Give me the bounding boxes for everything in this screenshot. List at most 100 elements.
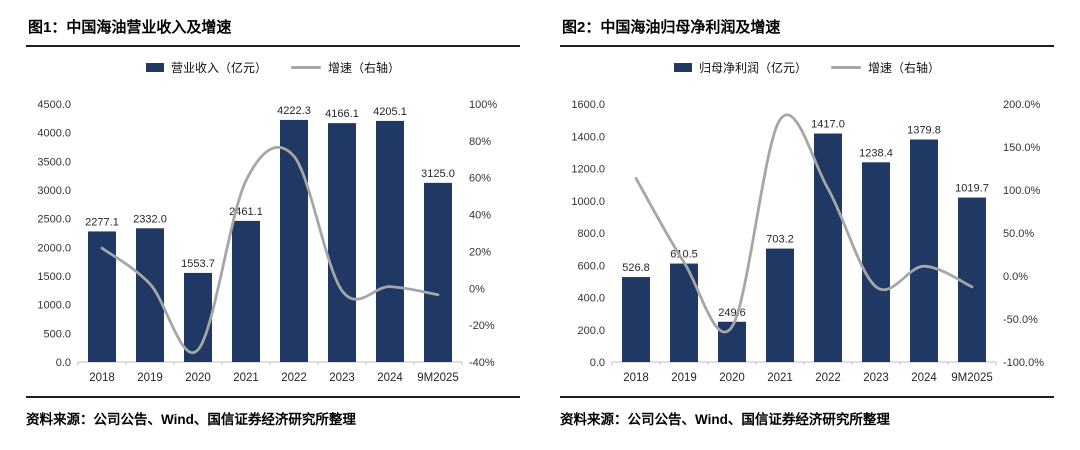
axis-tick-label: 2500.0	[37, 214, 71, 226]
bar-value-label: 249.6	[718, 307, 746, 319]
chart-legend: 营业收入（亿元） 增速（右轴）	[26, 59, 520, 76]
axis-tick-label: 1600.0	[571, 99, 605, 111]
x-axis-label: 2024	[911, 372, 937, 384]
axis-tick-label: 4500.0	[37, 99, 71, 111]
line-series-swatch-icon	[291, 66, 321, 69]
bar-value-label: 4205.1	[373, 106, 407, 118]
axis-tick-label: 100.0%	[1003, 185, 1041, 197]
x-axis-label: 2024	[377, 372, 403, 384]
figure-title-revenue: 图1：中国海油营业收入及增速	[26, 14, 520, 47]
bar	[376, 120, 404, 363]
figure-panel-net-profit: 图2：中国海油归母净利润及增速 归母净利润（亿元） 增速（右轴） 1600.0 1…	[560, 14, 1054, 428]
bar-value-label: 526.8	[622, 262, 650, 274]
axis-tick-label: 100%	[469, 99, 497, 111]
legend-item-bar-series: 归母净利润（亿元）	[673, 59, 807, 76]
x-axis-label: 2022	[815, 372, 841, 384]
bar-series-swatch-icon	[673, 63, 692, 72]
report-figures: 图1：中国海油营业收入及增速 营业收入（亿元） 增速（右轴） 4500.0 400…	[26, 14, 1054, 428]
bar	[88, 231, 116, 362]
x-axis-label: 9M2025	[951, 372, 993, 384]
axis-tick-label: 1000.0	[37, 300, 71, 312]
bar-value-label: 1019.7	[955, 183, 989, 195]
line-series-swatch-icon	[831, 66, 861, 69]
bar	[910, 139, 938, 362]
bar-value-label: 1417.0	[811, 119, 845, 131]
axis-tick-label: 1200.0	[571, 164, 605, 176]
bar-series-swatch-icon	[145, 63, 164, 72]
legend-item-bar-series: 营业收入（亿元）	[145, 59, 267, 76]
net-profit-growth-chart: 1600.0 1400.0 1200.0 1000.0 800.0 600.0 400.0 2…	[571, 99, 1044, 384]
bar	[232, 220, 260, 362]
x-axis-label: 2022	[281, 372, 307, 384]
axis-tick-label: 0%	[469, 283, 485, 295]
x-axis-label: 9M2025	[417, 372, 459, 384]
bar-value-label: 2332.0	[133, 213, 167, 225]
x-axis-label: 2019	[671, 372, 697, 384]
figure-title-net-profit: 图2：中国海油归母净利润及增速	[560, 14, 1054, 47]
bar	[622, 277, 650, 362]
axis-tick-label: 200.0%	[1003, 99, 1041, 111]
bar-value-label: 3125.0	[421, 168, 455, 180]
bar	[958, 197, 986, 362]
legend-label-bar-series: 营业收入（亿元）	[170, 61, 267, 75]
legend-label-bar-series: 归母净利润（亿元）	[698, 61, 807, 75]
x-axis-label: 2020	[185, 372, 211, 384]
axis-tick-label: 600.0	[577, 260, 605, 272]
axis-tick-label: 1500.0	[37, 271, 71, 283]
x-axis-label: 2021	[767, 372, 793, 384]
axis-tick-label: 800.0	[577, 228, 605, 240]
bar	[280, 119, 308, 362]
legend-item-line-series: 增速（右轴）	[291, 59, 400, 76]
axis-tick-label: 20%	[469, 246, 491, 258]
axis-tick-label: 80%	[469, 136, 491, 148]
axis-tick-label: -20%	[469, 320, 495, 332]
bar	[424, 182, 452, 362]
bar-value-label: 1379.8	[907, 125, 941, 137]
axis-tick-label: -40%	[469, 357, 495, 369]
bar	[766, 248, 794, 362]
bar	[328, 123, 356, 362]
axis-tick-label: 3500.0	[37, 156, 71, 168]
x-axis-label: 2018	[89, 372, 115, 384]
axis-tick-label: -50.0%	[1003, 314, 1038, 326]
bar-value-label: 2277.1	[85, 216, 119, 228]
bar-value-label: 610.5	[670, 249, 698, 261]
axis-tick-label: 0.0	[56, 357, 71, 369]
source-note: 资料来源：公司公告、Wind、国信证券经济研究所整理	[560, 396, 1054, 428]
axis-tick-label: 50.0%	[1003, 228, 1034, 240]
axis-tick-label: 150.0%	[1003, 142, 1041, 154]
bar-value-label: 4222.3	[277, 105, 311, 117]
legend-label-line-series: 增速（右轴）	[328, 61, 401, 75]
source-note: 资料来源：公司公告、Wind、国信证券经济研究所整理	[26, 396, 520, 428]
bar-value-label: 4166.1	[325, 108, 359, 120]
axis-tick-label: 1000.0	[571, 196, 605, 208]
x-axis-label: 2023	[329, 372, 355, 384]
x-axis-label: 2019	[137, 372, 163, 384]
axis-tick-label: 0.0%	[1003, 271, 1028, 283]
axis-tick-label: 3000.0	[37, 185, 71, 197]
x-axis-label: 2023	[863, 372, 889, 384]
bar-value-label: 1238.4	[859, 147, 893, 159]
x-axis-label: 2021	[233, 372, 259, 384]
axis-tick-label: 40%	[469, 210, 491, 222]
bar	[136, 228, 164, 362]
x-axis-label: 2018	[623, 372, 649, 384]
axis-tick-label: 0.0	[590, 357, 605, 369]
legend-label-line-series: 增速（右轴）	[868, 61, 941, 75]
bar-value-label: 703.2	[766, 234, 794, 246]
axis-tick-label: 400.0	[577, 293, 605, 305]
revenue-growth-chart: 4500.0 4000.0 3500.0 3000.0 2500.0 2000.0 1500…	[37, 99, 497, 384]
growth-line	[100, 145, 440, 354]
axis-tick-label: -100.0%	[1003, 357, 1044, 369]
axis-tick-label: 4000.0	[37, 128, 71, 140]
axis-tick-label: 500.0	[43, 328, 71, 340]
bar	[862, 162, 890, 362]
figure-panel-revenue: 图1：中国海油营业收入及增速 营业收入（亿元） 增速（右轴） 4500.0 400…	[26, 14, 520, 428]
bar	[184, 272, 212, 362]
chart-legend: 归母净利润（亿元） 增速（右轴）	[560, 59, 1054, 76]
axis-tick-label: 200.0	[577, 325, 605, 337]
axis-tick-label: 2000.0	[37, 242, 71, 254]
bar-value-label: 1553.7	[181, 258, 215, 270]
axis-tick-label: 1400.0	[571, 131, 605, 143]
legend-item-line-series: 增速（右轴）	[831, 59, 940, 76]
